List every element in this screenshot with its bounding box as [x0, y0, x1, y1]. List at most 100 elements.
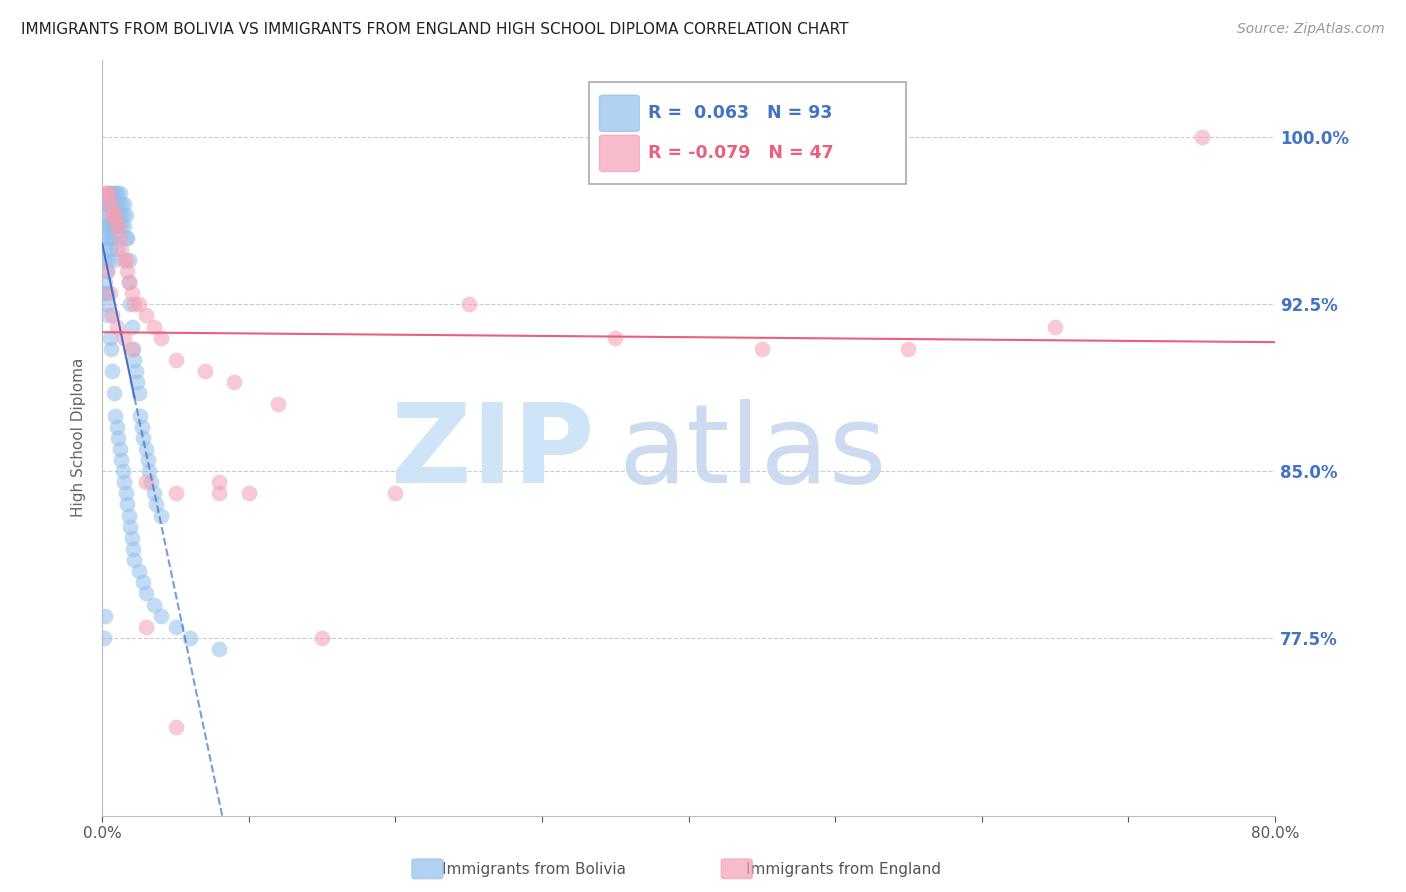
Point [101, 208, 124, 222]
Point [121, 531, 143, 545]
Point [96, 219, 118, 234]
Point [98, 286, 121, 301]
Point [100, 197, 122, 211]
Point [105, 242, 128, 256]
Y-axis label: High School Diploma: High School Diploma [72, 358, 86, 517]
Point [149, 608, 172, 623]
Point [131, 419, 153, 434]
Point [101, 230, 124, 244]
Point [98, 331, 121, 345]
Point [97, 219, 120, 234]
Point [125, 364, 148, 378]
Point [117, 252, 139, 267]
Point [165, 352, 187, 367]
Point [605, 331, 627, 345]
Point [132, 431, 155, 445]
Text: IMMIGRANTS FROM BOLIVIA VS IMMIGRANTS FROM ENGLAND HIGH SCHOOL DIPLOMA CORRELATI: IMMIGRANTS FROM BOLIVIA VS IMMIGRANTS FR… [21, 22, 849, 37]
Point [101, 309, 124, 323]
Point [224, 375, 246, 389]
Point [104, 186, 127, 200]
Point [96, 264, 118, 278]
Point [93, 631, 115, 645]
Point [98, 242, 121, 256]
Point [108, 442, 131, 456]
Point [98, 230, 121, 244]
Point [121, 342, 143, 356]
Point [179, 631, 201, 645]
Point [103, 219, 125, 234]
Point [101, 208, 124, 222]
Point [1043, 319, 1066, 334]
Point [93, 252, 115, 267]
Text: R =  0.063   N = 93: R = 0.063 N = 93 [648, 104, 832, 122]
Point [110, 453, 132, 467]
Point [98, 208, 121, 222]
Point [124, 553, 146, 567]
Point [94, 208, 117, 222]
Point [107, 197, 129, 211]
Point [107, 219, 129, 234]
Point [114, 252, 136, 267]
Point [97, 252, 120, 267]
Point [142, 319, 165, 334]
Point [100, 197, 122, 211]
Point [142, 598, 165, 612]
Point [100, 342, 122, 356]
Point [101, 364, 124, 378]
Point [98, 186, 121, 200]
Point [97, 309, 120, 323]
Point [208, 486, 231, 500]
Point [104, 208, 127, 222]
Point [751, 342, 773, 356]
Point [122, 541, 145, 556]
Point [112, 252, 135, 267]
Text: Immigrants from Bolivia: Immigrants from Bolivia [443, 863, 626, 877]
Point [384, 486, 406, 500]
Point [117, 275, 139, 289]
Point [96, 186, 118, 200]
Point [104, 208, 127, 222]
Point [897, 342, 920, 356]
FancyBboxPatch shape [599, 136, 640, 171]
Point [112, 475, 135, 490]
Point [105, 208, 128, 222]
Point [115, 264, 138, 278]
Point [103, 252, 125, 267]
Point [121, 286, 143, 301]
Point [98, 197, 121, 211]
Point [127, 375, 149, 389]
Point [105, 419, 128, 434]
Point [194, 364, 217, 378]
Point [457, 297, 479, 311]
Text: Immigrants from England: Immigrants from England [747, 863, 941, 877]
Point [128, 386, 150, 401]
Point [311, 631, 333, 645]
Point [94, 608, 117, 623]
Point [165, 620, 187, 634]
Point [96, 230, 118, 244]
Point [142, 486, 165, 500]
Point [107, 431, 129, 445]
Point [238, 486, 260, 500]
Point [107, 219, 129, 234]
Text: ZIP: ZIP [391, 400, 595, 507]
FancyBboxPatch shape [589, 82, 905, 185]
Text: Source: ZipAtlas.com: Source: ZipAtlas.com [1237, 22, 1385, 37]
Point [96, 197, 118, 211]
Point [122, 342, 145, 356]
Point [93, 286, 115, 301]
Point [96, 297, 118, 311]
Point [149, 508, 172, 523]
Point [1191, 130, 1213, 145]
Point [112, 219, 135, 234]
Point [208, 642, 231, 657]
Point [103, 208, 125, 222]
Point [149, 331, 172, 345]
Point [267, 397, 290, 411]
Point [97, 186, 120, 200]
Point [111, 464, 134, 478]
Point [112, 331, 135, 345]
Point [128, 297, 150, 311]
Point [110, 242, 132, 256]
Point [108, 230, 131, 244]
